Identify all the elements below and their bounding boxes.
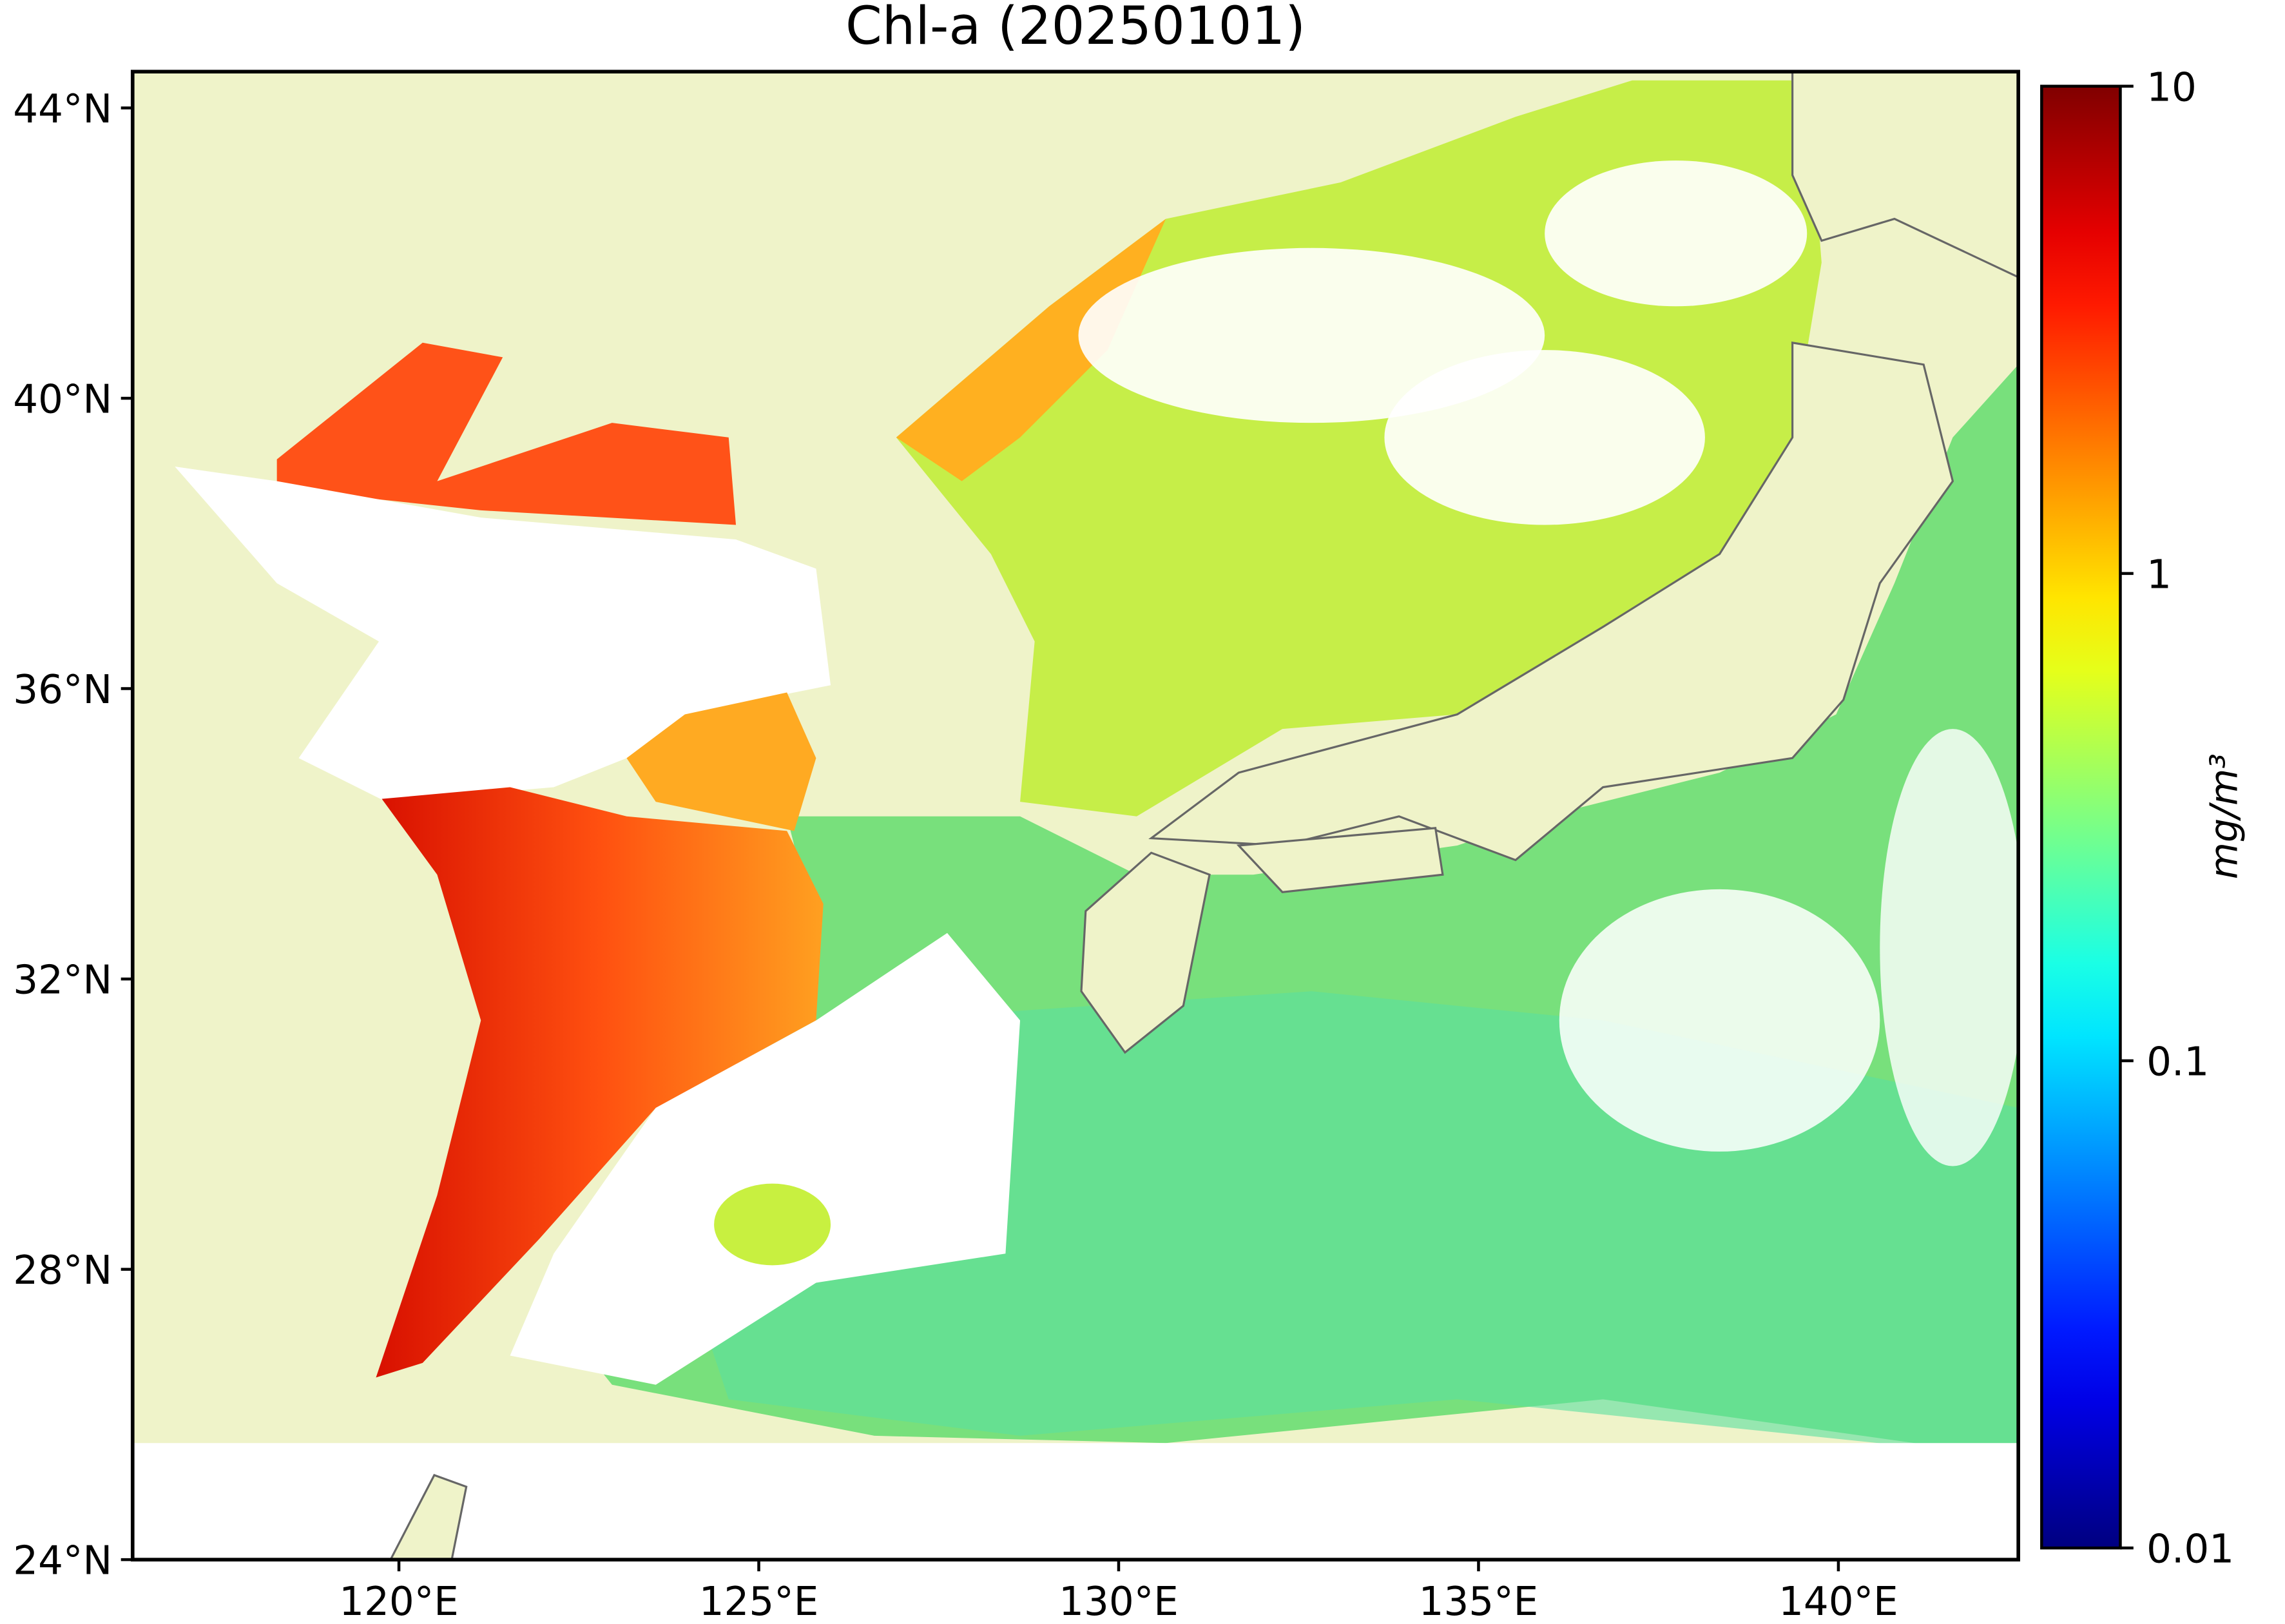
land bbox=[389, 1474, 468, 1560]
cloud bbox=[1880, 729, 2019, 1166]
cloud bbox=[175, 467, 831, 802]
ocean-chl bbox=[714, 1183, 831, 1266]
y-tick-label: 24°N bbox=[13, 1538, 112, 1584]
map-title: Chl-a (20250101) bbox=[845, 0, 1306, 57]
land bbox=[1791, 72, 2019, 278]
land bbox=[1236, 827, 1444, 894]
y-tick-label: 32°N bbox=[13, 958, 112, 1003]
land bbox=[1080, 851, 1211, 1054]
colorbar-tick-label: 0.01 bbox=[2146, 1527, 2234, 1572]
x-tick-label: 140°E bbox=[1779, 1579, 1898, 1624]
colorbar-label: mg/m³ bbox=[2201, 753, 2246, 879]
ocean-chl bbox=[896, 218, 1166, 481]
map-frame bbox=[130, 70, 2020, 1561]
colorbar-tick-label: 1 bbox=[2146, 552, 2172, 597]
y-tick-label: 28°N bbox=[13, 1248, 112, 1293]
colorbar bbox=[2040, 84, 2122, 1550]
cloud bbox=[1545, 160, 1808, 307]
map-area bbox=[132, 72, 2019, 1560]
y-tick-label: 36°N bbox=[13, 667, 112, 713]
cloud bbox=[1384, 350, 1705, 525]
colorbar-tick-label: 10 bbox=[2146, 64, 2197, 110]
y-tick-label: 40°N bbox=[13, 377, 112, 423]
x-tick-label: 120°E bbox=[339, 1579, 459, 1624]
cloud bbox=[1559, 889, 1880, 1152]
colorbar-tick-label: 0.1 bbox=[2146, 1039, 2209, 1085]
x-tick-label: 135°E bbox=[1419, 1579, 1539, 1624]
ocean-chl bbox=[376, 787, 824, 1378]
cloud bbox=[510, 933, 1021, 1385]
x-tick-label: 125°E bbox=[699, 1579, 819, 1624]
y-tick-label: 44°N bbox=[13, 86, 112, 132]
land bbox=[1148, 341, 1954, 862]
x-tick-label: 130°E bbox=[1059, 1579, 1179, 1624]
ocean-chl bbox=[276, 342, 737, 525]
ocean-chl bbox=[626, 692, 816, 831]
